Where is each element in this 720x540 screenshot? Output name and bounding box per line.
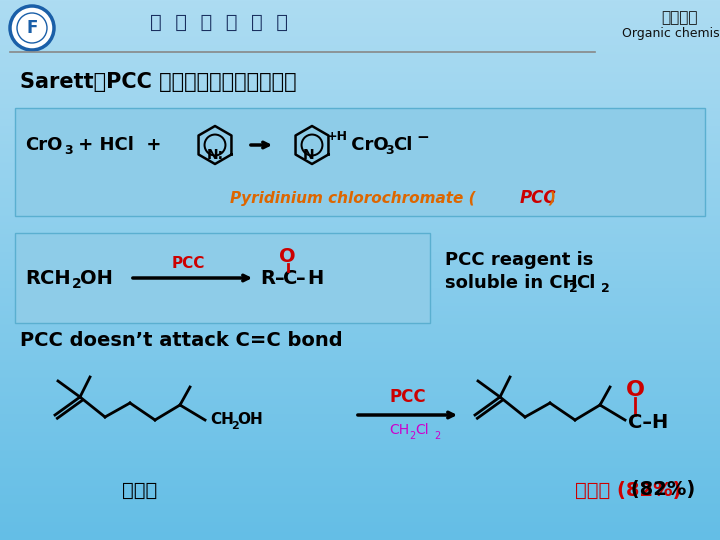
Text: Cl: Cl xyxy=(576,274,595,292)
Text: 香茅醇: 香茅醇 xyxy=(122,481,158,500)
Text: CrO: CrO xyxy=(25,136,63,154)
Text: Sarett，PCC 试剂可将伯醇氧化成醉：: Sarett，PCC 试剂可将伯醇氧化成醉： xyxy=(20,72,297,92)
Text: (82%): (82%) xyxy=(624,481,696,500)
Text: OH: OH xyxy=(237,413,263,428)
Text: 2: 2 xyxy=(231,421,239,431)
Text: N:: N: xyxy=(207,148,224,162)
Text: 2: 2 xyxy=(434,431,441,441)
Text: CH: CH xyxy=(210,413,234,428)
Text: F: F xyxy=(27,19,37,37)
Text: –: – xyxy=(296,268,305,287)
Text: C: C xyxy=(283,268,297,287)
Text: CH: CH xyxy=(390,423,410,437)
Text: PCC: PCC xyxy=(171,255,204,271)
Circle shape xyxy=(10,6,54,50)
Text: 3: 3 xyxy=(385,144,394,157)
Text: 2: 2 xyxy=(601,282,610,295)
Text: Cl: Cl xyxy=(393,136,413,154)
Text: OH: OH xyxy=(80,268,113,287)
Text: 2: 2 xyxy=(72,277,82,291)
Text: + HCl  +: + HCl + xyxy=(72,136,168,154)
Text: 河  南  工  程  学  院: 河 南 工 程 学 院 xyxy=(150,12,288,31)
Text: H: H xyxy=(307,268,323,287)
Text: Pyridinium chlorochromate (: Pyridinium chlorochromate ( xyxy=(230,191,481,206)
Text: +H: +H xyxy=(327,131,348,144)
Text: PCC: PCC xyxy=(520,189,557,207)
Text: PCC: PCC xyxy=(390,388,426,406)
Text: N: N xyxy=(303,148,315,162)
Text: 2: 2 xyxy=(569,282,577,295)
Text: PCC doesn’t attack C=C bond: PCC doesn’t attack C=C bond xyxy=(20,330,343,349)
Text: C–H: C–H xyxy=(628,413,668,431)
Text: soluble in CH: soluble in CH xyxy=(445,274,577,292)
Text: RCH: RCH xyxy=(25,268,71,287)
Text: Cl: Cl xyxy=(415,423,429,437)
Text: 2: 2 xyxy=(410,431,415,441)
FancyBboxPatch shape xyxy=(15,233,430,323)
Text: O: O xyxy=(279,246,295,266)
Text: R: R xyxy=(260,268,275,287)
Text: O: O xyxy=(626,380,644,400)
Text: ): ) xyxy=(548,191,555,206)
Text: 3: 3 xyxy=(64,144,73,157)
Text: −: − xyxy=(416,131,428,145)
Text: 有机化学: 有机化学 xyxy=(662,10,698,25)
FancyBboxPatch shape xyxy=(15,108,705,216)
Text: PCC reagent is: PCC reagent is xyxy=(445,251,593,269)
Text: –: – xyxy=(275,268,284,287)
Text: Organic chemistry: Organic chemistry xyxy=(623,26,720,39)
Text: 香茅醃 (82%): 香茅醃 (82%) xyxy=(575,481,682,500)
Text: CrO: CrO xyxy=(345,136,389,154)
